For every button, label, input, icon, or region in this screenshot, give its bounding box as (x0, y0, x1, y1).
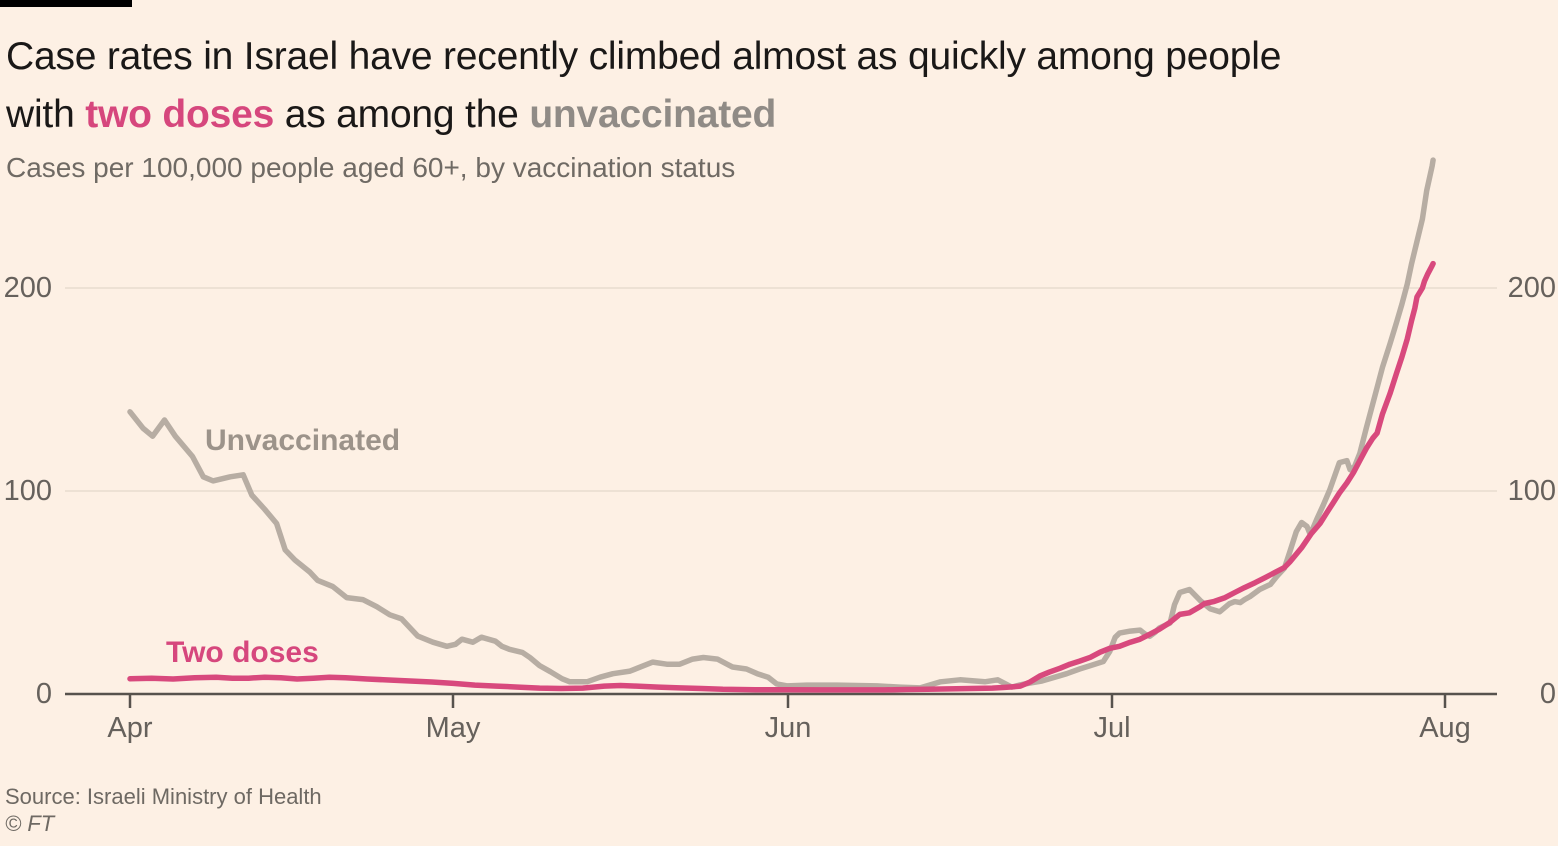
chart-subtitle: Cases per 100,000 people aged 60+, by va… (6, 152, 736, 183)
y-axis-label-left-200: 200 (3, 272, 52, 304)
title-line1: Case rates in Israel have recently climb… (6, 35, 1282, 78)
series-label-two-doses: Two doses (166, 636, 319, 669)
x-axis-label-may: May (425, 712, 481, 744)
y-axis-label-right-0: 0 (1539, 678, 1556, 710)
series-line-unvaccinated (127, 157, 1436, 691)
source-note: Source: Israeli Ministry of Health (5, 784, 322, 809)
y-axis-label-right-100: 100 (1507, 475, 1556, 507)
series-label-unvaccinated: Unvaccinated (205, 424, 401, 457)
y-axis-label-left-0: 0 (35, 678, 52, 710)
page-title: Case rates in Israel have recently climb… (6, 28, 1536, 144)
x-axis-label-jun: Jun (764, 712, 812, 744)
x-axis-label-apr: Apr (107, 712, 153, 744)
title-highlight-two-doses: two doses (85, 93, 275, 136)
y-axis-label-right-200: 200 (1507, 272, 1556, 304)
title-highlight-unvaccinated: unvaccinated (529, 93, 777, 136)
x-axis-label-aug: Aug (1419, 712, 1471, 744)
brand-bar (0, 0, 132, 7)
series-line-two-doses (127, 260, 1436, 693)
x-axis-label-jul: Jul (1093, 712, 1131, 744)
title-line2-middle: as among the (274, 93, 530, 136)
copyright-note: © FT (5, 811, 55, 836)
y-axis-label-left-100: 100 (3, 475, 52, 507)
title-line2-prefix: with (6, 93, 86, 136)
